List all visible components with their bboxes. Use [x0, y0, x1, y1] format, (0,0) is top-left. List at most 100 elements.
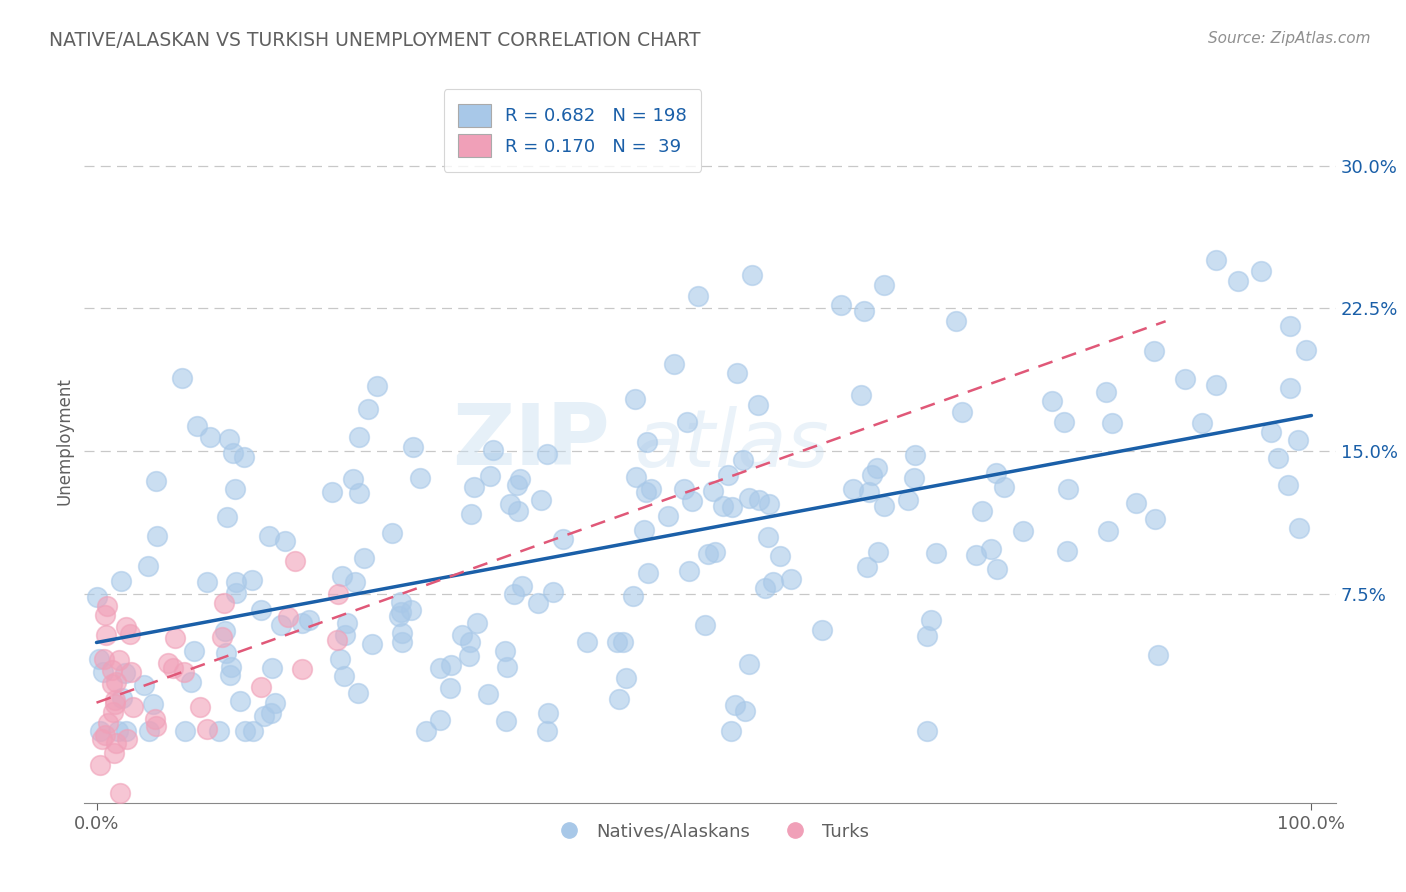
Point — [1295, 343, 1317, 357]
Point — [391, 626, 413, 640]
Point — [950, 404, 973, 418]
Point — [762, 575, 785, 590]
Point — [741, 268, 763, 282]
Point — [780, 573, 803, 587]
Point — [849, 388, 872, 402]
Point — [249, 603, 271, 617]
Point — [333, 668, 356, 682]
Point — [104, 736, 127, 750]
Point — [541, 584, 564, 599]
Point — [136, 558, 159, 573]
Point — [451, 628, 474, 642]
Point — [1040, 393, 1063, 408]
Point — [758, 497, 780, 511]
Point — [1191, 416, 1213, 430]
Point — [856, 560, 879, 574]
Point — [841, 483, 863, 497]
Point — [195, 575, 218, 590]
Point — [915, 723, 938, 738]
Point — [1205, 378, 1227, 392]
Point — [606, 635, 628, 649]
Point — [636, 484, 658, 499]
Point — [1174, 372, 1197, 386]
Point — [212, 596, 235, 610]
Point — [93, 652, 115, 666]
Point — [342, 472, 364, 486]
Point — [1095, 384, 1118, 399]
Point — [965, 548, 987, 562]
Point — [897, 492, 920, 507]
Point — [399, 603, 422, 617]
Point — [738, 657, 761, 672]
Point — [114, 665, 136, 680]
Point — [366, 378, 388, 392]
Point — [208, 723, 231, 738]
Point — [495, 714, 517, 728]
Point — [672, 482, 695, 496]
Point — [142, 698, 165, 712]
Point — [91, 731, 114, 746]
Point — [747, 398, 769, 412]
Text: NATIVE/ALASKAN VS TURKISH UNEMPLOYMENT CORRELATION CHART: NATIVE/ALASKAN VS TURKISH UNEMPLOYMENT C… — [49, 31, 700, 50]
Point — [458, 634, 481, 648]
Point — [1147, 648, 1170, 662]
Point — [657, 509, 679, 524]
Point — [860, 468, 883, 483]
Point — [621, 589, 644, 603]
Point — [215, 646, 238, 660]
Point — [298, 613, 321, 627]
Point — [356, 401, 378, 416]
Point — [429, 661, 451, 675]
Point — [1288, 521, 1310, 535]
Point — [738, 491, 761, 506]
Point — [505, 478, 527, 492]
Point — [866, 461, 889, 475]
Point — [257, 529, 280, 543]
Point — [1057, 483, 1080, 497]
Point — [465, 615, 488, 630]
Point — [145, 719, 167, 733]
Point — [527, 596, 550, 610]
Legend: Natives/Alaskans, Turks: Natives/Alaskans, Turks — [544, 815, 876, 848]
Point — [972, 503, 994, 517]
Point — [200, 430, 222, 444]
Point — [858, 485, 880, 500]
Point — [681, 493, 703, 508]
Point — [190, 700, 212, 714]
Point — [915, 629, 938, 643]
Point — [104, 697, 127, 711]
Point — [537, 706, 560, 721]
Point — [360, 637, 382, 651]
Point — [986, 467, 1008, 481]
Point — [253, 709, 276, 723]
Point — [134, 678, 156, 692]
Point — [1278, 381, 1301, 395]
Point — [96, 599, 118, 613]
Point — [1260, 425, 1282, 440]
Point — [811, 623, 834, 637]
Point — [381, 525, 404, 540]
Point — [330, 569, 353, 583]
Point — [457, 649, 479, 664]
Point — [101, 663, 124, 677]
Point — [104, 693, 127, 707]
Point — [240, 573, 263, 587]
Point — [1056, 544, 1078, 558]
Point — [233, 723, 256, 738]
Point — [221, 659, 243, 673]
Point — [89, 758, 111, 772]
Y-axis label: Unemployment: Unemployment — [55, 377, 73, 506]
Point — [326, 587, 349, 601]
Point — [86, 590, 108, 604]
Point — [335, 628, 357, 642]
Point — [409, 471, 432, 485]
Point — [1097, 524, 1119, 538]
Point — [478, 469, 501, 483]
Point — [695, 617, 717, 632]
Point — [347, 485, 370, 500]
Point — [232, 450, 254, 465]
Text: atlas: atlas — [636, 406, 830, 484]
Point — [503, 587, 526, 601]
Point — [920, 614, 942, 628]
Point — [101, 706, 124, 720]
